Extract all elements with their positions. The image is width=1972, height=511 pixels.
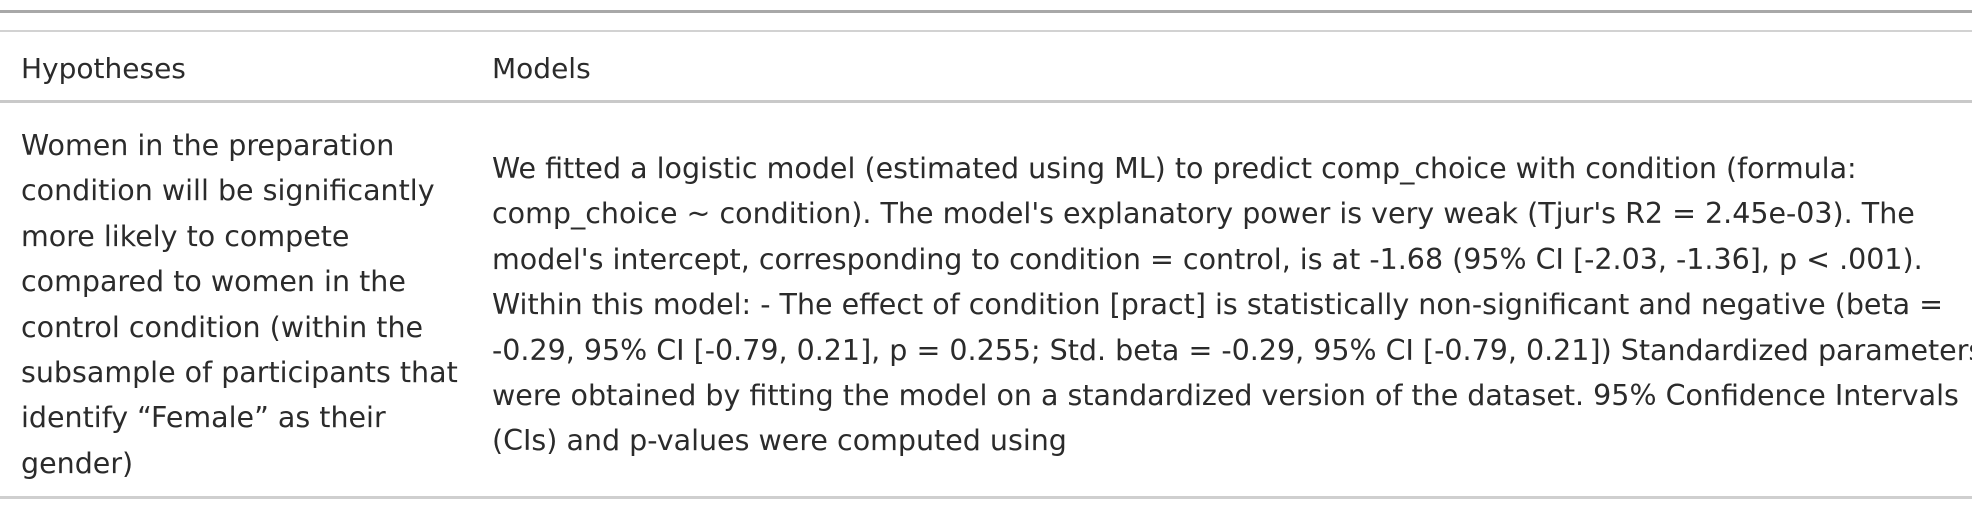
model-line: comp_choice ~ condition). The model's ex… bbox=[492, 197, 1915, 231]
hypothesis-line: compared to women in the bbox=[21, 265, 406, 299]
column-header-hypotheses: Hypotheses bbox=[21, 52, 186, 85]
hypothesis-line: more likely to compete bbox=[21, 219, 350, 253]
model-line: (CIs) and p-values were computed using bbox=[492, 424, 1067, 458]
hypothesis-line: control condition (within the bbox=[21, 310, 424, 344]
header-divider bbox=[0, 100, 1972, 103]
hypothesis-line: condition will be significantly bbox=[21, 174, 435, 208]
column-header-models: Models bbox=[492, 52, 591, 85]
model-cell: We fitted a logistic model (estimated us… bbox=[492, 146, 1972, 464]
model-line: Within this model: - The effect of condi… bbox=[492, 288, 1944, 322]
hypothesis-line: subsample of participants that bbox=[21, 355, 458, 389]
model-line: -0.29, 95% CI [-0.79, 0.21], p = 0.255; … bbox=[492, 333, 1972, 367]
hypothesis-line: gender) bbox=[21, 446, 134, 480]
table-top-rule bbox=[0, 10, 1972, 13]
model-line: model's intercept, corresponding to cond… bbox=[492, 242, 1923, 276]
hypothesis-line: Women in the preparation bbox=[21, 129, 395, 162]
hypothesis-cell: Women in the preparation condition will … bbox=[21, 123, 476, 486]
model-line: were obtained by fitting the model on a … bbox=[492, 378, 1959, 412]
table-top-rule-secondary bbox=[0, 30, 1972, 32]
table-bottom-rule bbox=[0, 496, 1972, 499]
hypothesis-line: identify “Female” as their bbox=[21, 401, 386, 435]
model-line: We fitted a logistic model (estimated us… bbox=[492, 152, 1857, 185]
